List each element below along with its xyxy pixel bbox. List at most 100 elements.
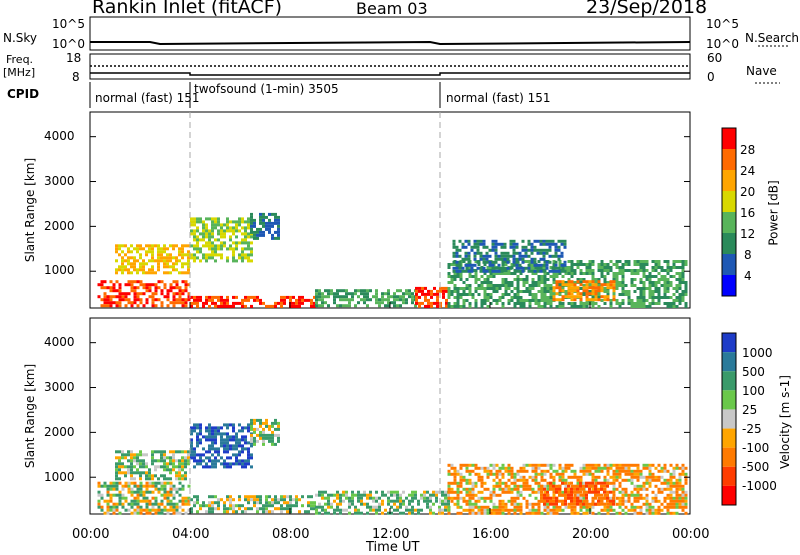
- data-cell: [480, 284, 484, 287]
- data-cell: [354, 511, 357, 515]
- data-cell: [445, 289, 448, 293]
- data-cell: [235, 447, 238, 451]
- data-cell: [513, 508, 517, 512]
- data-cell: [591, 278, 595, 281]
- data-cell: [163, 250, 166, 254]
- data-cell: [468, 284, 472, 287]
- data-cell: [474, 484, 478, 488]
- data-cell: [543, 272, 547, 275]
- data-cell: [555, 292, 559, 296]
- data-cell: [130, 487, 134, 491]
- data-cell: [313, 301, 316, 305]
- data-cell: [145, 262, 148, 266]
- data-cell: [516, 496, 520, 500]
- data-cell: [103, 280, 107, 284]
- data-cell: [247, 450, 250, 454]
- data-cell: [528, 302, 532, 305]
- data-cell: [259, 298, 262, 302]
- data-cell: [558, 478, 562, 482]
- data-cell: [492, 484, 496, 488]
- data-cell: [648, 463, 652, 467]
- data-cell: [130, 505, 134, 509]
- data-cell: [486, 469, 490, 473]
- data-cell: [232, 426, 235, 430]
- data-cell: [678, 481, 682, 485]
- data-cell: [184, 496, 188, 500]
- data-cell: [271, 221, 274, 225]
- data-cell: [196, 244, 199, 248]
- data-cell: [118, 292, 122, 296]
- data-cell: [654, 284, 658, 287]
- data-cell: [501, 293, 505, 296]
- data-cell: [609, 305, 613, 308]
- data-cell: [533, 239, 537, 243]
- data-cell: [103, 286, 107, 290]
- data-cell: [226, 438, 229, 442]
- data-cell: [621, 287, 625, 290]
- data-cell: [669, 481, 673, 485]
- data-cell: [190, 507, 193, 511]
- data-cell: [507, 302, 511, 305]
- power-colorbar-swatch: [722, 149, 736, 170]
- data-cell: [310, 304, 313, 308]
- data-cell: [543, 493, 546, 497]
- data-cell: [357, 289, 360, 293]
- data-cell: [121, 484, 125, 488]
- data-cell: [433, 292, 436, 296]
- data-cell: [645, 499, 649, 503]
- data-cell: [567, 490, 570, 494]
- data-cell: [223, 432, 226, 436]
- data-cell: [184, 462, 187, 466]
- data-cell: [467, 254, 471, 258]
- data-cell: [241, 256, 244, 260]
- data-cell: [518, 257, 522, 261]
- data-cell: [118, 283, 122, 287]
- data-cell: [516, 472, 520, 476]
- data-cell: [184, 456, 187, 460]
- data-cell: [579, 487, 582, 491]
- data-cell: [130, 459, 133, 463]
- data-cell: [573, 511, 577, 515]
- data-cell: [345, 295, 348, 299]
- data-cell: [142, 465, 145, 469]
- data-cell: [588, 472, 592, 476]
- data-cell: [618, 511, 622, 515]
- data-cell: [220, 441, 223, 445]
- data-cell: [333, 298, 336, 302]
- data-cell: [313, 295, 316, 299]
- data-cell: [591, 490, 594, 494]
- data-cell: [118, 511, 122, 515]
- data-cell: [229, 504, 232, 508]
- data-cell: [561, 502, 564, 506]
- data-cell: [618, 466, 622, 470]
- data-cell: [214, 247, 217, 251]
- data-cell: [459, 296, 463, 299]
- data-cell: [597, 289, 601, 293]
- data-cell: [154, 508, 158, 512]
- data-cell: [232, 444, 235, 448]
- data-cell: [145, 250, 148, 254]
- data-cell: [639, 266, 643, 269]
- power-colorbar-swatch: [722, 233, 736, 254]
- data-cell: [172, 268, 175, 272]
- data-cell: [193, 217, 196, 221]
- data-cell: [648, 272, 652, 275]
- data-cell: [465, 466, 469, 470]
- data-cell: [214, 459, 217, 463]
- data-cell: [612, 493, 616, 497]
- data-cell: [642, 296, 646, 299]
- data-cell: [241, 241, 244, 245]
- data-cell: [558, 484, 561, 488]
- data-cell: [133, 481, 137, 485]
- data-cell: [250, 433, 253, 437]
- data-cell: [492, 502, 496, 506]
- data-cell: [363, 493, 366, 497]
- data-cell: [289, 498, 292, 502]
- data-cell: [492, 275, 496, 278]
- data-cell: [211, 438, 214, 442]
- data-cell: [570, 263, 574, 266]
- data-cell: [235, 459, 238, 463]
- data-cell: [118, 301, 122, 305]
- data-cell: [265, 436, 268, 440]
- data-cell: [214, 259, 217, 263]
